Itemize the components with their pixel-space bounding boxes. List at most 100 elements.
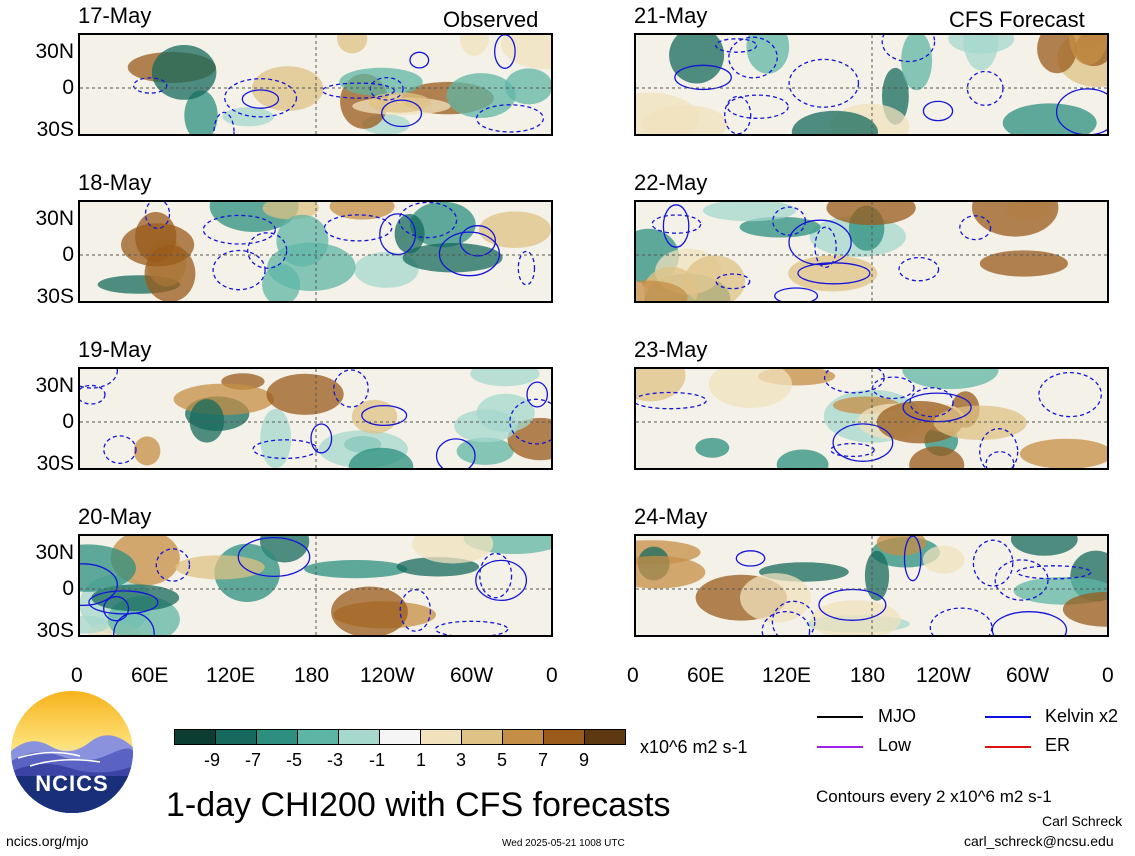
lon-label: 120W: [916, 664, 971, 687]
map-panel-20-may: [78, 534, 553, 637]
map-field: [80, 35, 551, 134]
colorbar-swatch: [543, 729, 585, 745]
anomaly-shading: [339, 67, 423, 96]
colorbar-tick-label: -5: [286, 750, 303, 770]
timestamp: Wed 2025-05-21 1008 UTC: [502, 838, 625, 849]
anomaly-shading: [1037, 35, 1077, 74]
colorbar-units: x10^6 m2 s-1: [640, 737, 748, 757]
anomaly-shading: [184, 90, 218, 134]
colorbar-swatch: [584, 729, 626, 745]
kelvin-contour: [726, 94, 789, 119]
anomaly-shading: [1062, 591, 1107, 627]
kelvin-contour: [972, 539, 1014, 587]
lon-label: 180: [294, 664, 330, 687]
anomaly-shading: [933, 405, 1027, 440]
kelvin-contour: [213, 111, 235, 134]
kelvin-contour: [772, 206, 807, 236]
lat-label: 30S: [36, 118, 74, 141]
anomaly-shading: [478, 211, 551, 248]
lon-label: 180: [850, 664, 886, 687]
colorbar-swatch: [461, 729, 503, 745]
kelvin-contour: [761, 610, 811, 635]
anomaly-shading: [708, 369, 792, 408]
anomaly-shading: [331, 586, 408, 635]
anomaly-shading: [348, 447, 414, 468]
lat-label: 30N: [35, 541, 74, 564]
kelvin-contour: [398, 202, 458, 239]
legend-label-low: Low: [878, 735, 912, 755]
kelvin-contour: [903, 536, 922, 582]
lat-label: 0: [62, 410, 74, 433]
kelvin-contour: [379, 213, 417, 256]
lat-label: 30S: [36, 619, 74, 642]
lat-label: 30S: [36, 285, 74, 308]
author-email[interactable]: carl_schreck@ncsu.edu: [964, 833, 1114, 849]
kelvin-contour: [922, 100, 954, 122]
kelvin-contour: [103, 596, 130, 622]
anomaly-shading: [826, 202, 916, 226]
kelvin-contour: [247, 232, 288, 269]
kelvin-contour: [399, 589, 432, 632]
colorbar-tick-label: 5: [497, 750, 508, 770]
colorbar-tick-label: 3: [456, 750, 467, 770]
colorbar-tick-label: 9: [579, 750, 590, 770]
contours-note: Contours every 2 x10^6 m2 s-1: [816, 787, 1052, 806]
kelvin-contour: [155, 548, 191, 582]
figure-title: 1-day CHI200 with CFS forecasts: [166, 786, 671, 824]
anomaly-shading: [337, 35, 368, 54]
colorbar-swatch: [256, 729, 298, 745]
anomaly-shading: [329, 202, 395, 220]
anomaly-shading: [979, 250, 1068, 277]
legend-line-mjo: [817, 716, 863, 718]
website-link[interactable]: ncics.org/mjo: [6, 833, 89, 849]
map-panel-21-may: [634, 33, 1109, 136]
kelvin-contour: [985, 451, 1015, 468]
anomaly-shading: [260, 408, 292, 468]
map-field: [80, 536, 551, 635]
panel-date-label: 21-May: [634, 3, 708, 28]
kelvin-contour: [832, 423, 894, 462]
kelvin-contour: [103, 435, 137, 464]
kelvin-contour: [369, 76, 404, 101]
ncics-logo[interactable]: NCICS: [10, 690, 134, 814]
kelvin-contour: [715, 38, 758, 53]
kelvin-contour: [991, 611, 1068, 635]
legend-line-low: [817, 746, 863, 748]
kelvin-contour: [909, 387, 954, 418]
kelvin-contour: [438, 231, 501, 277]
lat-label: 30S: [36, 452, 74, 475]
kelvin-contour: [735, 550, 766, 567]
lat-label: 0: [62, 577, 74, 600]
lat-label: 30N: [35, 374, 74, 397]
kelvin-contour: [517, 250, 536, 286]
anomaly-shading: [412, 536, 494, 564]
kelvin-contour: [333, 369, 369, 408]
anomaly-shading: [409, 202, 476, 248]
kelvin-contour: [636, 391, 707, 410]
anomaly-shading: [864, 550, 890, 601]
kelvin-contour: [715, 273, 751, 290]
legend-label-kelvin: Kelvin x2: [1045, 706, 1119, 726]
kelvin-contour: [651, 214, 702, 234]
kelvin-contour: [526, 381, 549, 408]
lon-label: 60W: [450, 664, 494, 687]
kelvin-contour: [252, 439, 319, 460]
anomaly-shading: [446, 73, 516, 118]
anomaly-shading: [669, 35, 725, 84]
kelvin-contour: [459, 225, 497, 257]
cfs-forecast-label: CFS Forecast: [949, 7, 1085, 32]
kelvin-contour: [80, 563, 118, 607]
kelvin-contour: [80, 369, 119, 389]
observed-label: Observed: [443, 7, 539, 32]
kelvin-contour: [212, 249, 266, 291]
panel-date-label: 17-May: [78, 3, 152, 28]
kelvin-contour: [80, 384, 106, 405]
lon-label: 60E: [687, 664, 725, 687]
kelvin-contour: [797, 262, 871, 285]
kelvin-contour: [1038, 371, 1102, 418]
anomaly-shading: [133, 436, 161, 466]
kelvin-contour: [994, 559, 1049, 601]
map-panel-22-may: [634, 200, 1109, 303]
anomaly-shading: [394, 213, 425, 254]
kelvin-contour: [830, 442, 875, 458]
